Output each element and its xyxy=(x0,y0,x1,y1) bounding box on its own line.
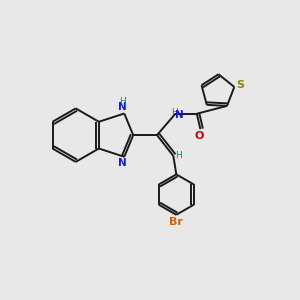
Text: N: N xyxy=(118,158,127,168)
Text: O: O xyxy=(194,131,204,141)
Text: S: S xyxy=(236,80,244,91)
Text: H: H xyxy=(119,97,126,106)
Text: H: H xyxy=(171,108,178,117)
Text: N: N xyxy=(175,110,184,120)
Text: H: H xyxy=(175,151,182,160)
Text: Br: Br xyxy=(169,217,183,227)
Text: N: N xyxy=(118,102,127,112)
